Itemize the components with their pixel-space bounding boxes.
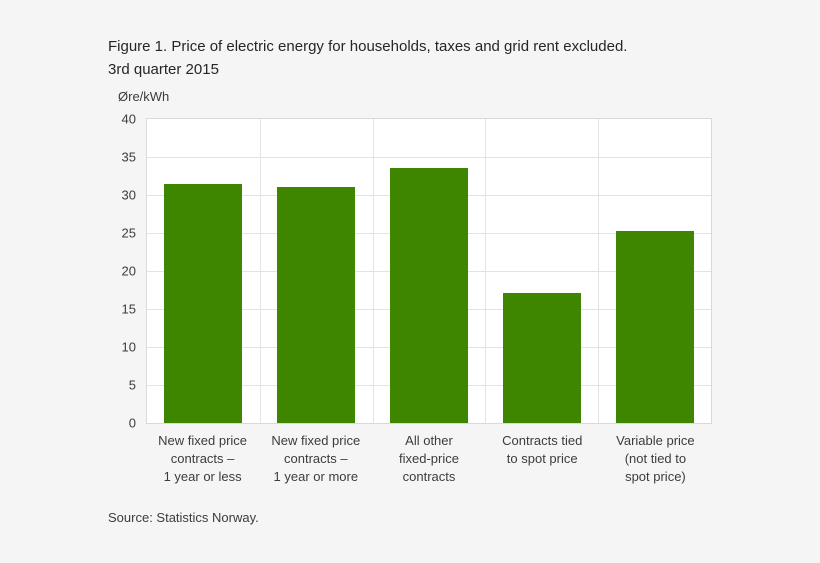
y-tick-label-0: 0	[128, 415, 136, 431]
gridline-x-1	[259, 119, 261, 423]
gridline-y-35	[147, 157, 711, 158]
figure-title: Figure 1. Price of electric energy for h…	[108, 35, 768, 81]
y-tick-label-10: 10	[121, 339, 136, 355]
y-axis-unit-label: Øre/kWh	[118, 89, 170, 104]
bar-4	[502, 293, 581, 423]
y-tick-label-25: 25	[121, 225, 136, 241]
x-axis-category-labels: New fixed price contracts –1 year or less…	[146, 432, 712, 486]
gridline-x-3	[485, 119, 487, 423]
x-tick-label-2: New fixed price contracts –1 year or more	[271, 433, 361, 484]
bar-5	[615, 230, 694, 423]
y-tick-label-5: 5	[128, 377, 136, 393]
y-tick-label-30: 30	[121, 187, 136, 203]
bar-2	[277, 186, 356, 423]
figure-title-line1: Figure 1. Price of electric energy for h…	[108, 38, 628, 55]
x-tick-label-1: New fixed price contracts –1 year or less	[158, 433, 248, 484]
y-tick-label-15: 15	[121, 301, 136, 317]
y-tick-label-35: 35	[121, 149, 136, 165]
y-tick-label-20: 20	[121, 263, 136, 279]
bar-3	[390, 168, 468, 423]
x-tick-label-4: Contracts tied to spot price	[502, 433, 583, 466]
source-text: Source: Statistics Norway.	[108, 510, 259, 525]
x-tick-label-3: All other fixed-price contracts	[399, 433, 459, 484]
bar-1	[164, 183, 243, 423]
y-tick-label-40: 40	[121, 111, 136, 127]
gridline-x-2	[372, 119, 374, 423]
y-axis-tick-labels: 0 5 10 15 20 25 30 35 40	[0, 112, 136, 431]
gridline-x-4	[598, 119, 600, 423]
x-tick-label-5: Variable price (not tied to spot price)	[616, 433, 695, 484]
plot-area	[146, 118, 712, 424]
figure-title-line2: 3rd quarter 2015	[108, 61, 219, 78]
